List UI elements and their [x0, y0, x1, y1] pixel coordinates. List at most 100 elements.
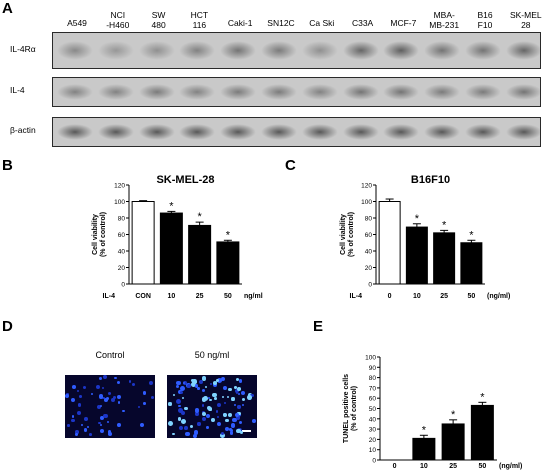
blot-lane-label: A549 [67, 18, 87, 28]
nucleus [181, 396, 185, 400]
nucleus [241, 398, 245, 402]
nucleus [234, 403, 237, 406]
nucleus [222, 395, 225, 398]
nucleus [67, 424, 70, 427]
blot-lane-label: Caki-1 [227, 18, 253, 28]
bar [441, 423, 465, 461]
blot-band [383, 40, 420, 60]
nucleus [116, 395, 122, 400]
y-tick-label: 70 [369, 385, 377, 392]
panel-label-e: E [313, 318, 324, 335]
x-row-label: IL-4 [350, 293, 363, 300]
nucleus [184, 406, 188, 410]
blot-lane-label: B16 F10 [477, 10, 493, 30]
bar [460, 242, 483, 285]
nucleus [95, 385, 100, 390]
nucleus [213, 396, 217, 400]
y-tick-label: 0 [368, 282, 372, 289]
significance-marker: * [422, 424, 427, 436]
nucleus [231, 397, 235, 401]
nucleus [201, 417, 206, 422]
nucleus [89, 432, 92, 436]
blot-band [301, 124, 338, 140]
nucleus [219, 433, 225, 438]
y-tick-label: 20 [365, 265, 373, 272]
blot-lane-label: SN12C [267, 18, 295, 28]
blot-row [52, 32, 541, 69]
blot-band [97, 40, 134, 60]
nucleus [117, 401, 120, 404]
nucleus [179, 390, 184, 395]
nucleus [234, 386, 238, 390]
nucleus [238, 392, 241, 395]
nucleus [235, 389, 240, 394]
nucleus [250, 393, 254, 397]
chart-b16f10: B16F10 Cell viability(% of control) 0 20 40 6… [340, 174, 510, 300]
y-tick-label: 60 [365, 232, 373, 239]
x-tick-label: 10 [413, 293, 421, 300]
nucleus [106, 421, 109, 424]
nucleus [177, 417, 181, 421]
nucleus [252, 418, 256, 423]
bar [412, 437, 436, 461]
nucleus [209, 382, 213, 386]
y-axis-label-line: (% of control) [348, 212, 355, 257]
nucleus [100, 429, 105, 434]
nucleus [207, 396, 210, 400]
nucleus [197, 422, 201, 426]
bar [159, 212, 183, 285]
nucleus [65, 393, 70, 398]
y-tick-label: 30 [369, 427, 377, 434]
nucleus [229, 428, 234, 433]
nucleus [209, 398, 212, 401]
blot-lane-label: NCI -H460 [106, 10, 130, 30]
nucleus [221, 376, 226, 381]
nucleus [114, 377, 117, 380]
blot-band [57, 40, 93, 60]
nucleus [172, 432, 175, 436]
significance-marker: * [197, 211, 202, 223]
nucleus [201, 404, 205, 407]
panel-label-c: C [285, 157, 296, 174]
blot-row [52, 117, 541, 147]
nucleus [225, 427, 229, 432]
nucleus [103, 413, 108, 418]
y-tick-label: 80 [365, 216, 373, 223]
nucleus [217, 415, 220, 419]
nucleus [90, 392, 94, 395]
y-tick-label: 20 [369, 437, 377, 444]
nucleus [237, 405, 241, 409]
y-tick-label: 40 [365, 249, 373, 256]
x-tick-label: CON [135, 293, 151, 300]
x-unit-label: ng/ml [244, 293, 263, 300]
x-unit-label: (ng/ml) [487, 293, 510, 300]
y-axis-label-line: Cell viability [340, 214, 347, 255]
nucleus [207, 405, 212, 410]
blot-band [342, 84, 379, 100]
bar [470, 404, 494, 461]
nucleus [193, 433, 198, 438]
nucleus [227, 395, 230, 398]
nucleus [111, 398, 116, 403]
nucleus [201, 376, 207, 381]
blot-band [57, 84, 93, 100]
nucleus [246, 395, 252, 400]
nucleus [183, 381, 188, 386]
significance-marker: * [415, 213, 420, 225]
significance-marker: * [469, 229, 474, 241]
blot-band [138, 124, 175, 140]
nucleus [76, 410, 81, 416]
y-tick-label: 90 [369, 365, 377, 372]
nucleus [117, 381, 121, 385]
blot-band [465, 124, 501, 140]
nucleus [71, 398, 76, 403]
x-row-label: IL-4 [103, 293, 116, 300]
bar [188, 224, 212, 285]
panel-label-d: D [2, 318, 13, 335]
nucleus [101, 396, 105, 400]
nucleus [83, 428, 88, 433]
blot-band [97, 84, 134, 100]
nucleus [235, 428, 241, 434]
nucleus [211, 417, 215, 422]
nucleus [180, 410, 185, 416]
